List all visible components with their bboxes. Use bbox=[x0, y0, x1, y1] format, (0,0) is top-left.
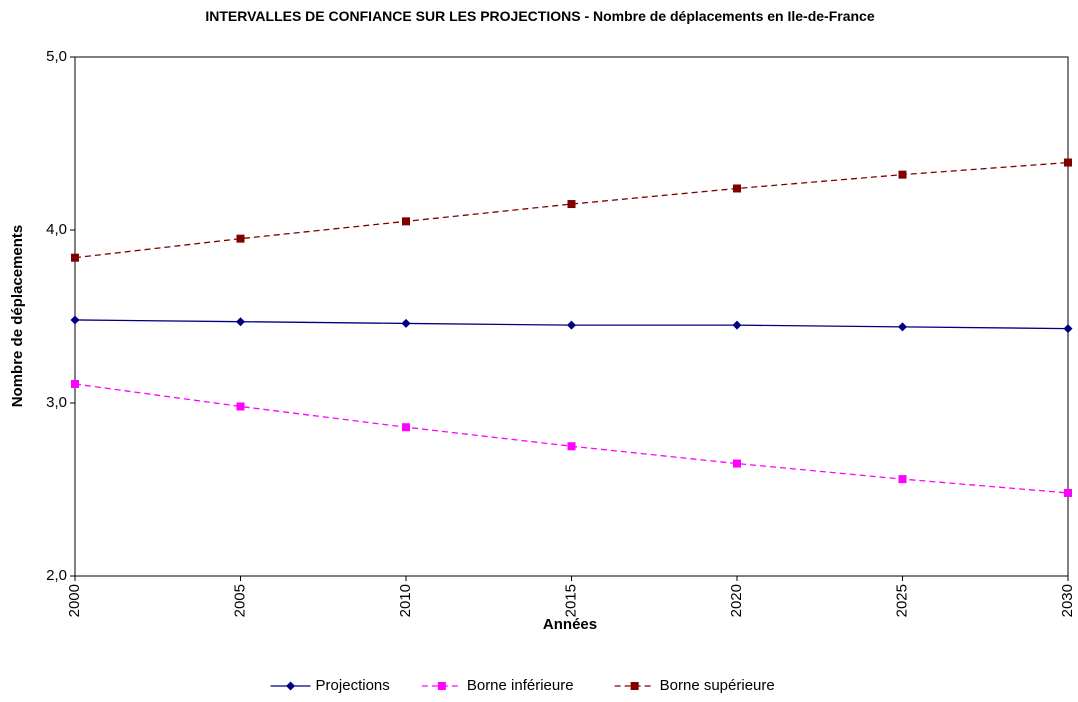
marker bbox=[402, 217, 410, 226]
legend-label: Borne supérieure bbox=[660, 677, 775, 694]
plot-area bbox=[74, 56, 1069, 577]
marker bbox=[1064, 488, 1072, 497]
x-axis-label: Années bbox=[543, 616, 597, 633]
x-tick-label: 2000 bbox=[66, 584, 83, 617]
marker bbox=[898, 475, 907, 484]
x-tick-label: 2005 bbox=[231, 584, 248, 617]
marker bbox=[1064, 158, 1072, 167]
x-tick-label: 2010 bbox=[397, 584, 414, 617]
marker bbox=[1063, 324, 1073, 334]
x-tick-label: 2030 bbox=[1059, 584, 1076, 617]
marker bbox=[733, 184, 741, 193]
legend-label: Borne inférieure bbox=[467, 677, 574, 694]
y-tick-label: 4,0 bbox=[46, 221, 67, 238]
y-tick-label: 3,0 bbox=[46, 394, 67, 411]
marker bbox=[898, 322, 907, 332]
marker bbox=[236, 317, 245, 327]
marker bbox=[70, 315, 80, 325]
legend-label: Projections bbox=[316, 677, 390, 694]
marker bbox=[630, 682, 639, 690]
series-line bbox=[74, 161, 1069, 259]
marker bbox=[437, 682, 446, 690]
marker bbox=[898, 170, 907, 179]
marker bbox=[71, 379, 79, 388]
marker bbox=[567, 200, 576, 209]
marker bbox=[71, 253, 79, 262]
marker bbox=[732, 320, 742, 330]
x-tick-label: 2025 bbox=[893, 584, 910, 617]
marker bbox=[236, 402, 245, 411]
y-axis-label: Nombre de déplacements bbox=[9, 225, 26, 408]
marker bbox=[286, 681, 296, 691]
chart-title: INTERVALLES DE CONFIANCE SUR LES PROJECT… bbox=[205, 8, 875, 24]
marker bbox=[733, 459, 741, 468]
marker bbox=[567, 442, 576, 451]
x-tick-label: 2020 bbox=[728, 584, 745, 617]
marker bbox=[401, 318, 411, 328]
y-tick-label: 5,0 bbox=[46, 48, 67, 65]
y-tick-label: 2,0 bbox=[46, 567, 67, 584]
marker bbox=[567, 320, 576, 330]
x-tick-label: 2015 bbox=[562, 584, 579, 617]
series-line bbox=[74, 383, 1069, 494]
marker bbox=[236, 234, 245, 243]
marker bbox=[402, 423, 410, 432]
